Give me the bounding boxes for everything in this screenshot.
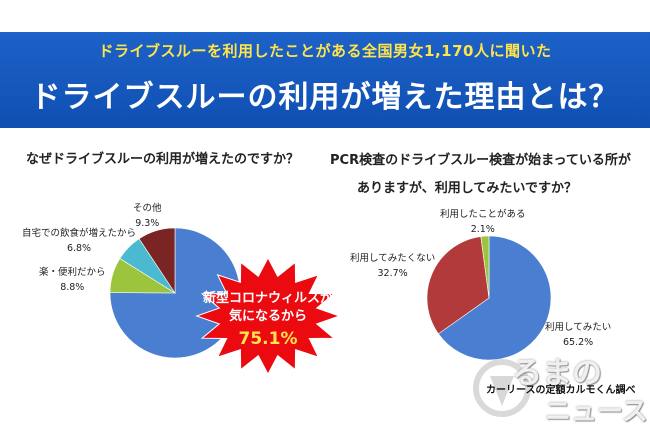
pie-chart-pcr xyxy=(426,235,552,361)
callout-burst xyxy=(195,256,341,376)
slice-label-text: 自宅での飲食が増えたから xyxy=(22,228,137,239)
pie1-label-convenient: 楽・便利だから 8.8% xyxy=(39,265,106,295)
slice-label-text: 利用してみたくない xyxy=(350,253,436,264)
chart2-question-line1: PCR検査のドライブスルー検査が始まっている所が xyxy=(330,153,631,168)
slice-value-label: 9.3% xyxy=(135,218,160,229)
slice-label-text: 楽・便利だから xyxy=(39,267,106,278)
pie1-label-other: その他 9.3% xyxy=(133,201,162,231)
pie-slice xyxy=(109,227,241,359)
pie2-label-no: 利用してみたくない 32.7% xyxy=(350,251,435,281)
callout-line1: 新型コロナウィルスが xyxy=(203,290,333,306)
pie1-label-home: 自宅での飲食が増えたから 6.8% xyxy=(22,226,136,256)
pie-slice xyxy=(426,236,490,335)
chart2-question-line2: ありますが、利用してみたいですか？ xyxy=(357,181,577,196)
slice-value-label: 2.1% xyxy=(470,224,495,235)
slice-value-label: 6.8% xyxy=(66,243,92,254)
pie-slice xyxy=(138,227,176,294)
source-credit: カーリースの定額カルモくん調べ xyxy=(486,385,636,396)
callout-line2: 気になるから xyxy=(229,308,307,324)
pie-slice xyxy=(437,235,552,361)
logo-text-top: るまの xyxy=(512,356,602,391)
pie-chart-reasons xyxy=(109,227,241,359)
slice-value-label: 8.8% xyxy=(60,282,85,293)
slice-value-label: 65.2% xyxy=(563,337,594,348)
title-banner xyxy=(0,32,650,128)
chart1-question: なぜドライブスルーの利用が増えたのですか？ xyxy=(26,152,300,167)
pie2-label-yes: 利用してみたい 65.2% xyxy=(545,320,611,350)
callout-value: 75.1% xyxy=(239,329,298,349)
logo-text-bottom: ニュース xyxy=(545,397,648,427)
kuruma-news-logo xyxy=(473,359,531,417)
pie-slice xyxy=(480,235,490,299)
slice-value-label: 32.7% xyxy=(377,268,408,279)
subtitle: ドライブスルーを利用したことがある全国男女1,170人に聞いた xyxy=(98,42,552,60)
pie2-label-used: 利用したことがある 2.1% xyxy=(440,207,526,237)
page-title: ドライブスルーの利用が増えた理由とは？ xyxy=(30,80,620,115)
slice-label-text: その他 xyxy=(133,203,162,214)
slice-label-text: 利用したことがある xyxy=(440,209,526,220)
slice-label-text: 利用してみたい xyxy=(545,322,612,333)
